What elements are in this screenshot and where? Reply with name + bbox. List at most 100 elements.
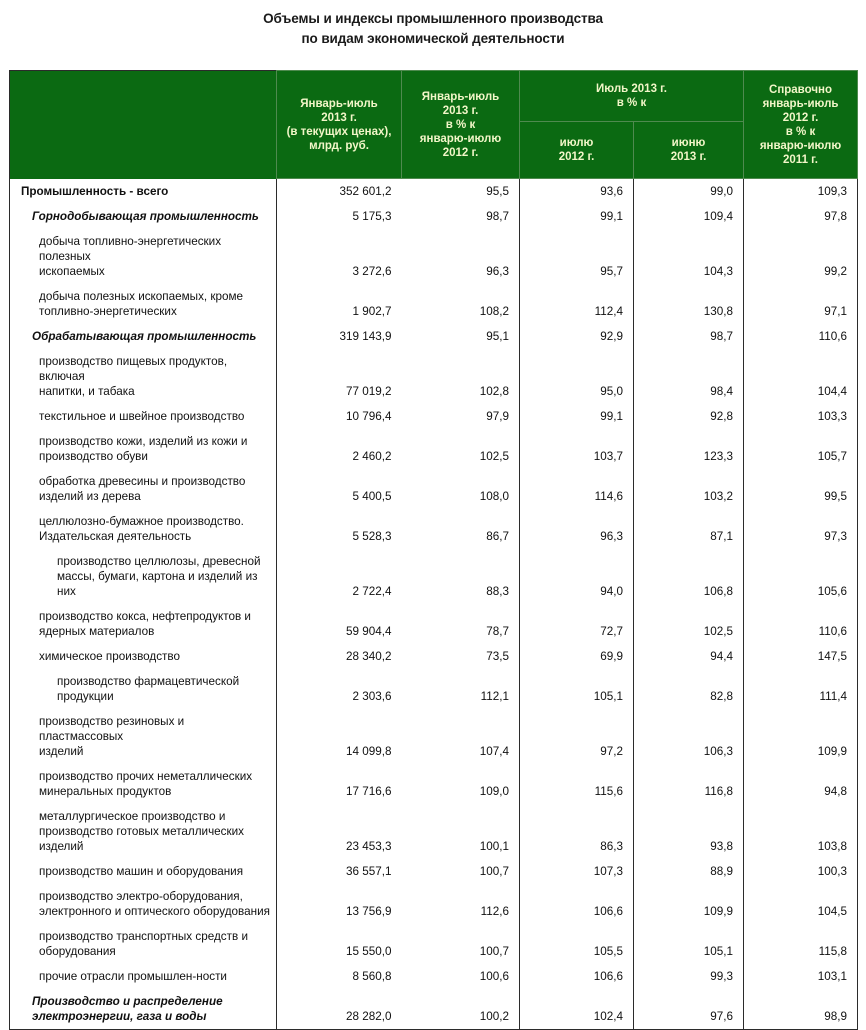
table-body: Промышленность - всего 352 601,2 95,5 93,6 9… <box>9 178 858 1030</box>
row-label-line: прочие отрасли промышлен-ности <box>39 970 227 983</box>
header-text-line: 2013 г. <box>670 151 707 163</box>
row-value-col-3: 72,7 <box>519 604 634 644</box>
row-value-col-1: 2 460,2 <box>276 429 402 469</box>
row-value-col-3: 107,3 <box>519 859 634 884</box>
row-value-col-1: 17 716,6 <box>276 764 402 804</box>
header-text-line: 2013 г. <box>442 104 479 117</box>
row-label-line: производство транспортных средств и <box>39 930 248 943</box>
row-label: производство прочих неметаллических минер… <box>9 764 277 804</box>
row-label: текстильное и швейное производство <box>9 404 277 429</box>
row-value-col-1: 28 340,2 <box>276 644 402 669</box>
row-value-col-1: 5 175,3 <box>276 204 402 229</box>
row-label-line: Горнодобывающая промышленность <box>32 210 259 223</box>
row-label-line: текстильное и швейное производство <box>39 410 245 423</box>
header-text-line: январь-июль <box>762 97 839 110</box>
row-value-col-5: 109,3 <box>743 178 858 204</box>
row-value-col-2: 112,1 <box>401 669 520 709</box>
row-label-line: химическое производство <box>39 650 180 663</box>
row-value-col-4: 98,7 <box>632 324 744 349</box>
row-label: металлургическое производство и производс… <box>9 804 277 859</box>
row-label-line: производство машин и оборудования <box>39 865 244 878</box>
row-value-col-1: 2 722,4 <box>276 549 402 604</box>
row-value-col-3: 94,0 <box>519 549 634 604</box>
row-value-col-4: 103,2 <box>632 469 744 509</box>
row-value-col-5: 97,8 <box>743 204 858 229</box>
row-value-col-4: 130,8 <box>632 284 744 324</box>
table-row: производство электро-оборудования, электр… <box>9 884 858 924</box>
row-label-line: электронного и оптического оборудования <box>39 905 270 918</box>
row-value-col-5: 105,7 <box>743 429 858 469</box>
row-value-col-1: 14 099,8 <box>276 709 402 764</box>
row-value-col-4: 87,1 <box>632 509 744 549</box>
header-text: Справочно январь-июль 2012 г. в % к январю-и… <box>748 83 853 167</box>
header-text: июню 2013 г. <box>638 136 739 164</box>
row-value-col-2: 100,2 <box>401 989 520 1030</box>
row-value-col-3: 95,0 <box>519 349 634 404</box>
row-value-col-5: 111,4 <box>743 669 858 709</box>
row-value-col-4: 106,8 <box>632 549 744 604</box>
header-text-line: (в текущих ценах), <box>286 125 392 138</box>
row-value-col-4: 98,4 <box>632 349 744 404</box>
row-value-col-3: 106,6 <box>519 964 634 989</box>
header-text-line: 2012 г. <box>558 151 595 163</box>
row-value-col-3: 96,3 <box>519 509 634 549</box>
row-label-line: изделий из дерева <box>39 490 141 503</box>
row-value-col-4: 88,9 <box>632 859 744 884</box>
row-value-col-2: 97,9 <box>401 404 520 429</box>
table-row: Промышленность - всего 352 601,2 95,5 93,6 9… <box>9 178 858 204</box>
row-value-col-4: 105,1 <box>632 924 744 964</box>
row-label-line: целлюлозно-бумажное производство. <box>39 515 244 528</box>
row-value-col-1: 1 902,7 <box>276 284 402 324</box>
row-label-line: изделий <box>39 745 84 758</box>
row-value-col-3: 102,4 <box>519 989 634 1030</box>
header-cell-july-2012: июлю 2012 г. <box>519 121 634 179</box>
row-label: производство фармацевтической продукции <box>9 669 277 709</box>
row-label: Обрабатывающая промышленность <box>9 324 277 349</box>
table-row: металлургическое производство и производс… <box>9 804 858 859</box>
row-value-col-3: 97,2 <box>519 709 634 764</box>
row-label: производство транспортных средств и обору… <box>9 924 277 964</box>
row-value-col-5: 97,3 <box>743 509 858 549</box>
row-label-line: производство прочих неметаллических <box>39 770 253 783</box>
row-value-col-5: 110,6 <box>743 604 858 644</box>
row-label-line: топливно-энергетических <box>39 305 177 318</box>
row-label-line: производство кожи, изделий из кожи и <box>39 435 248 448</box>
row-value-col-4: 99,3 <box>632 964 744 989</box>
row-label: производство резиновых и пластмассовых из… <box>9 709 277 764</box>
row-label-line: добыча полезных ископаемых, кроме <box>39 290 244 303</box>
header-text-line: 2011 г. <box>783 153 818 166</box>
row-value-col-5: 100,3 <box>743 859 858 884</box>
row-value-col-1: 5 400,5 <box>276 469 402 509</box>
row-value-col-2: 100,1 <box>401 804 520 859</box>
header-cell-july-group: Июль 2013 г. в % к <box>518 70 745 122</box>
row-label-line: производство кокса, нефтепродуктов и <box>39 610 251 623</box>
header-text-line: январю-июлю <box>419 132 502 145</box>
row-label: добыча топливно-энергетических полезных и… <box>9 229 277 284</box>
header-text: Январь-июль 2013 г. (в текущих ценах), млрд… <box>281 97 397 153</box>
row-value-col-4: 109,4 <box>632 204 744 229</box>
row-label: производство машин и оборудования <box>9 859 277 884</box>
table-row: химическое производство 28 340,2 73,5 69,9 9… <box>9 644 858 669</box>
row-label: Производство и распределение электроэнерг… <box>9 989 277 1030</box>
header-text-line: январю-июлю <box>759 139 842 152</box>
row-value-col-2: 73,5 <box>401 644 520 669</box>
table-row: производство целлюлозы, древесной массы, … <box>9 549 858 604</box>
row-label-line: обработка древесины и производство <box>39 475 246 488</box>
row-value-col-1: 5 528,3 <box>276 509 402 549</box>
row-value-col-5: 104,4 <box>743 349 858 404</box>
row-value-col-2: 88,3 <box>401 549 520 604</box>
row-label: производство электро-оборудования, электр… <box>9 884 277 924</box>
row-label-line: продукции <box>57 690 114 703</box>
table-row: добыча топливно-энергетических полезных и… <box>9 229 858 284</box>
row-value-col-3: 103,7 <box>519 429 634 469</box>
row-value-col-2: 86,7 <box>401 509 520 549</box>
page-title-line-1: Объемы и индексы промышленного производс… <box>263 11 603 26</box>
row-label: добыча полезных ископаемых, кроме топливн… <box>9 284 277 324</box>
table-row: Горнодобывающая промышленность 5 175,3 98,… <box>9 204 858 229</box>
table-row: производство фармацевтической продукции 2 … <box>9 669 858 709</box>
row-value-col-5: 104,5 <box>743 884 858 924</box>
row-value-col-5: 105,6 <box>743 549 858 604</box>
header-cell-reference: Справочно январь-июль 2012 г. в % к январю-и… <box>743 70 859 179</box>
row-label-line: ядерных материалов <box>39 625 155 638</box>
row-value-col-3: 86,3 <box>519 804 634 859</box>
